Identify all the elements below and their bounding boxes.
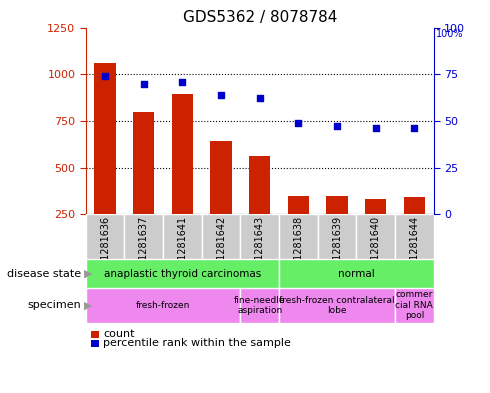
Point [178, 79, 186, 85]
Point [294, 119, 302, 126]
Point [372, 125, 380, 131]
Text: GSM1281641: GSM1281641 [177, 215, 187, 281]
Text: GSM1281636: GSM1281636 [100, 215, 110, 281]
Text: percentile rank within the sample: percentile rank within the sample [103, 338, 291, 348]
Text: ▶: ▶ [84, 268, 93, 279]
Bar [163, 214, 202, 259]
Point [217, 92, 225, 98]
Bar [241, 214, 279, 259]
Text: 100%: 100% [436, 29, 464, 39]
Text: GSM1281637: GSM1281637 [139, 215, 149, 281]
Text: disease state: disease state [7, 268, 81, 279]
Point [333, 123, 341, 130]
Text: GSM1281644: GSM1281644 [409, 215, 419, 281]
Bar [395, 288, 434, 323]
Text: GSM1281640: GSM1281640 [370, 215, 381, 281]
Bar [249, 156, 270, 214]
Bar [395, 214, 434, 259]
Title: GDS5362 / 8078784: GDS5362 / 8078784 [182, 10, 337, 25]
Bar [95, 63, 116, 214]
Bar [124, 214, 163, 259]
Text: GSM1281639: GSM1281639 [332, 215, 342, 281]
Bar [279, 259, 434, 288]
Text: GSM1281638: GSM1281638 [294, 215, 303, 281]
Bar [404, 197, 425, 214]
Text: GSM1281642: GSM1281642 [216, 215, 226, 281]
Text: fresh-frozen contralateral
lobe: fresh-frozen contralateral lobe [279, 296, 395, 315]
Bar [210, 141, 232, 214]
Bar [318, 214, 356, 259]
Text: fresh-frozen: fresh-frozen [136, 301, 190, 310]
Bar [279, 288, 395, 323]
Text: ▶: ▶ [84, 300, 93, 310]
Bar [365, 199, 386, 214]
Bar [86, 259, 279, 288]
Point [411, 125, 418, 131]
Text: normal: normal [338, 268, 375, 279]
Bar [172, 94, 193, 214]
Bar [86, 288, 241, 323]
Bar [279, 214, 318, 259]
Bar [356, 214, 395, 259]
Text: specimen: specimen [27, 300, 81, 310]
Point [256, 95, 264, 101]
Bar [133, 112, 154, 214]
Point [140, 80, 147, 86]
Text: fine-needle
aspiration: fine-needle aspiration [234, 296, 286, 315]
Text: GSM1281643: GSM1281643 [255, 215, 265, 281]
Bar [326, 196, 347, 214]
Text: count: count [103, 329, 134, 340]
Bar [241, 288, 279, 323]
Text: commer
cial RNA
pool: commer cial RNA pool [395, 290, 433, 320]
Bar [202, 214, 241, 259]
Bar [288, 196, 309, 214]
Point [101, 73, 109, 79]
Text: anaplastic thyroid carcinomas: anaplastic thyroid carcinomas [104, 268, 261, 279]
Bar [86, 214, 124, 259]
